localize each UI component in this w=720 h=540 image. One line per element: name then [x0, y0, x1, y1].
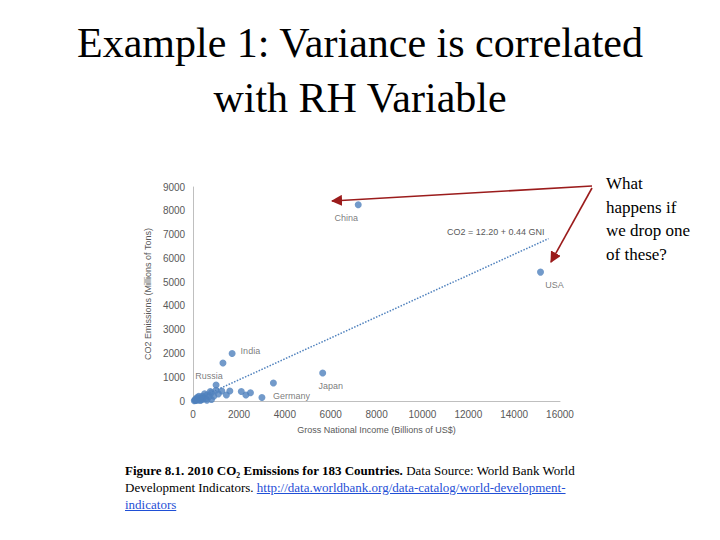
svg-text:0: 0 — [180, 396, 186, 407]
svg-text:Germany: Germany — [273, 391, 311, 401]
svg-text:India: India — [241, 346, 261, 356]
svg-text:USA: USA — [545, 280, 564, 290]
svg-text:10000: 10000 — [409, 409, 437, 420]
svg-text:4000: 4000 — [163, 300, 186, 311]
svg-text:4000: 4000 — [274, 409, 297, 420]
svg-text:7000: 7000 — [163, 229, 186, 240]
svg-text:Japan: Japan — [318, 381, 343, 391]
svg-text:16000: 16000 — [546, 409, 574, 420]
svg-text:8000: 8000 — [365, 409, 388, 420]
svg-text:0: 0 — [190, 409, 196, 420]
svg-text:12000: 12000 — [454, 409, 482, 420]
svg-text:3000: 3000 — [163, 324, 186, 335]
svg-text:2000: 2000 — [163, 348, 186, 359]
svg-text:1000: 1000 — [163, 372, 186, 383]
svg-text:CO2 Emissions (Millions of Ton: CO2 Emissions (Millions of Tons) — [143, 228, 153, 360]
svg-text:8000: 8000 — [163, 205, 186, 216]
svg-text:6000: 6000 — [163, 253, 186, 264]
svg-text:9000: 9000 — [163, 182, 186, 193]
svg-text:14000: 14000 — [500, 409, 528, 420]
svg-text:CO2 = 12.20 + 0.44 GNI: CO2 = 12.20 + 0.44 GNI — [447, 227, 545, 237]
svg-text:6000: 6000 — [320, 409, 343, 420]
html-text:What happens if we drop one of: What happens if we drop one of these? — [606, 174, 690, 264]
svg-text:5000: 5000 — [163, 277, 186, 288]
svg-text:Russia: Russia — [195, 371, 223, 381]
svg-text:2000: 2000 — [228, 409, 251, 420]
html-text:Figure 8.1. 2010 CO₂ Emissions: Figure 8.1. 2010 CO₂ Emissions for 183 C… — [125, 463, 575, 512]
svg-text:Gross National Income (Billion: Gross National Income (Billions of US$) — [297, 425, 456, 435]
svg-text:China: China — [334, 213, 358, 223]
html-text:Example 1: Variance is correla: Example 1: Variance is correlated with R… — [77, 20, 643, 121]
